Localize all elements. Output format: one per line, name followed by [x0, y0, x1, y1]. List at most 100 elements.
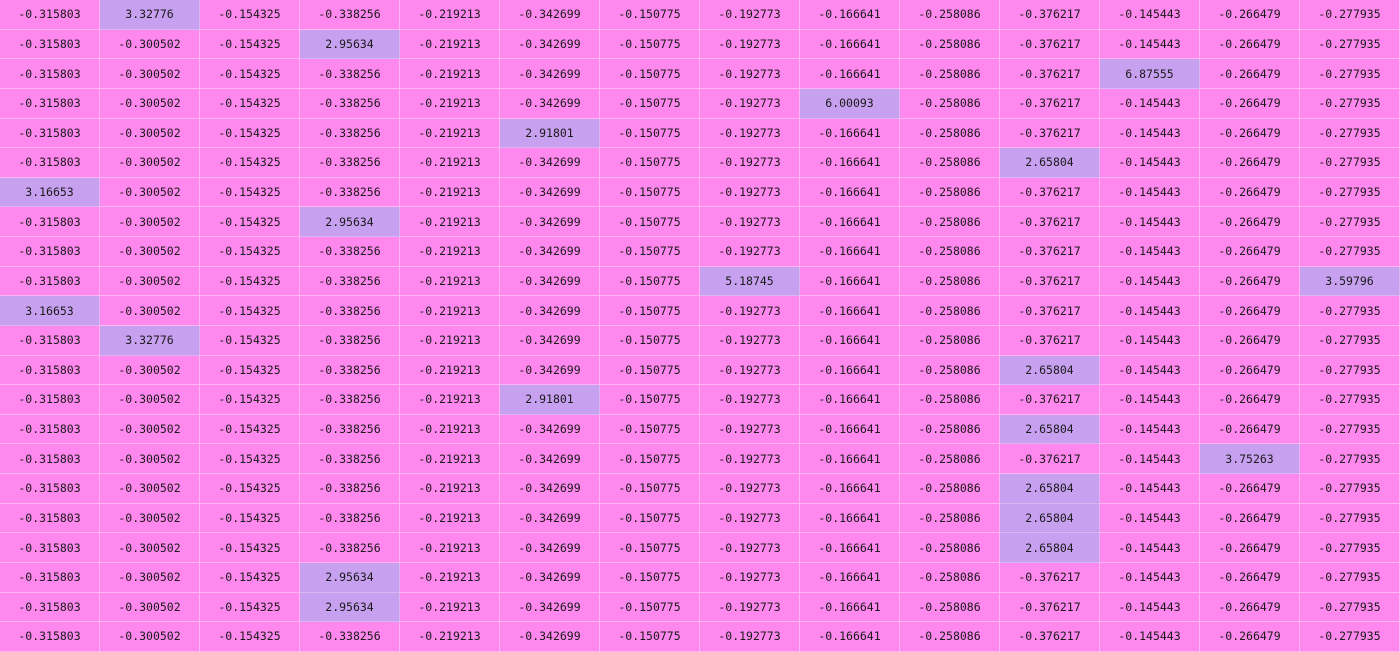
grid-cell[interactable]: -0.338256: [300, 444, 400, 474]
grid-cell[interactable]: -0.266479: [1200, 0, 1300, 30]
grid-cell[interactable]: -0.277935: [1300, 29, 1400, 60]
grid-cell[interactable]: -0.342699: [500, 296, 600, 326]
grid-cell-highlighted[interactable]: 3.75263: [1200, 444, 1300, 474]
grid-cell[interactable]: -0.277935: [1300, 592, 1400, 623]
grid-cell[interactable]: -0.154325: [200, 296, 300, 326]
grid-cell[interactable]: -0.145443: [1100, 207, 1200, 237]
grid-cell[interactable]: -0.258086: [900, 177, 1000, 208]
grid-cell[interactable]: -0.315803: [0, 355, 100, 386]
grid-cell[interactable]: -0.150775: [600, 562, 700, 593]
grid-cell[interactable]: -0.258086: [900, 0, 1000, 30]
grid-cell-highlighted[interactable]: 6.00093: [800, 88, 900, 119]
grid-cell[interactable]: -0.145443: [1100, 385, 1200, 415]
grid-cell[interactable]: -0.258086: [900, 414, 1000, 445]
grid-cell-highlighted[interactable]: 2.91801: [500, 385, 600, 415]
grid-cell[interactable]: -0.150775: [600, 622, 700, 652]
grid-cell[interactable]: -0.277935: [1300, 355, 1400, 386]
grid-cell[interactable]: -0.300502: [100, 177, 200, 208]
grid-cell[interactable]: -0.145443: [1100, 533, 1200, 563]
grid-cell[interactable]: -0.154325: [200, 207, 300, 237]
grid-cell[interactable]: -0.219213: [400, 592, 500, 623]
grid-cell[interactable]: -0.342699: [500, 474, 600, 504]
grid-cell[interactable]: -0.219213: [400, 207, 500, 237]
grid-cell[interactable]: -0.376217: [1000, 325, 1100, 356]
grid-cell[interactable]: -0.154325: [200, 474, 300, 504]
grid-cell[interactable]: -0.166641: [800, 148, 900, 178]
grid-cell[interactable]: -0.338256: [300, 325, 400, 356]
grid-cell[interactable]: -0.300502: [100, 533, 200, 563]
grid-cell[interactable]: -0.277935: [1300, 444, 1400, 474]
grid-cell[interactable]: -0.376217: [1000, 444, 1100, 474]
grid-cell[interactable]: -0.277935: [1300, 562, 1400, 593]
grid-cell[interactable]: -0.219213: [400, 296, 500, 326]
grid-cell[interactable]: -0.315803: [0, 533, 100, 563]
grid-cell[interactable]: -0.342699: [500, 503, 600, 534]
grid-cell[interactable]: -0.219213: [400, 266, 500, 297]
grid-cell[interactable]: -0.145443: [1100, 29, 1200, 60]
grid-cell[interactable]: -0.315803: [0, 118, 100, 149]
grid-cell[interactable]: -0.150775: [600, 88, 700, 119]
grid-cell-highlighted[interactable]: 6.87555: [1100, 59, 1200, 89]
grid-cell[interactable]: -0.219213: [400, 0, 500, 30]
grid-cell[interactable]: -0.219213: [400, 29, 500, 60]
grid-cell[interactable]: -0.192773: [700, 177, 800, 208]
grid-cell[interactable]: -0.266479: [1200, 296, 1300, 326]
grid-cell[interactable]: -0.150775: [600, 474, 700, 504]
grid-cell[interactable]: -0.219213: [400, 325, 500, 356]
grid-cell[interactable]: -0.376217: [1000, 266, 1100, 297]
grid-cell[interactable]: -0.315803: [0, 237, 100, 267]
grid-cell-highlighted[interactable]: 2.95634: [300, 562, 400, 593]
grid-cell[interactable]: -0.258086: [900, 237, 1000, 267]
grid-cell[interactable]: -0.192773: [700, 414, 800, 445]
grid-cell[interactable]: -0.219213: [400, 237, 500, 267]
grid-cell[interactable]: -0.166641: [800, 474, 900, 504]
grid-cell[interactable]: -0.300502: [100, 148, 200, 178]
grid-cell[interactable]: -0.315803: [0, 266, 100, 297]
grid-cell[interactable]: -0.258086: [900, 385, 1000, 415]
grid-cell[interactable]: -0.338256: [300, 414, 400, 445]
grid-cell[interactable]: -0.342699: [500, 266, 600, 297]
grid-cell[interactable]: -0.342699: [500, 444, 600, 474]
grid-cell[interactable]: -0.145443: [1100, 444, 1200, 474]
grid-cell[interactable]: -0.192773: [700, 59, 800, 89]
grid-cell[interactable]: -0.145443: [1100, 414, 1200, 445]
grid-cell[interactable]: -0.150775: [600, 414, 700, 445]
grid-cell[interactable]: -0.315803: [0, 325, 100, 356]
grid-cell[interactable]: -0.315803: [0, 592, 100, 623]
grid-cell[interactable]: -0.154325: [200, 325, 300, 356]
grid-cell[interactable]: -0.145443: [1100, 355, 1200, 386]
grid-cell[interactable]: -0.145443: [1100, 622, 1200, 652]
grid-cell[interactable]: -0.154325: [200, 59, 300, 89]
grid-cell[interactable]: -0.315803: [0, 503, 100, 534]
grid-cell[interactable]: -0.266479: [1200, 533, 1300, 563]
grid-cell[interactable]: -0.192773: [700, 444, 800, 474]
grid-cell[interactable]: -0.277935: [1300, 118, 1400, 149]
grid-cell[interactable]: -0.315803: [0, 59, 100, 89]
grid-cell[interactable]: -0.154325: [200, 562, 300, 593]
grid-cell[interactable]: -0.266479: [1200, 355, 1300, 386]
grid-cell-highlighted[interactable]: 2.95634: [300, 592, 400, 623]
grid-cell[interactable]: -0.277935: [1300, 0, 1400, 30]
grid-cell[interactable]: -0.258086: [900, 88, 1000, 119]
grid-cell[interactable]: -0.258086: [900, 622, 1000, 652]
grid-cell[interactable]: -0.145443: [1100, 118, 1200, 149]
grid-cell[interactable]: -0.192773: [700, 29, 800, 60]
grid-cell[interactable]: -0.300502: [100, 266, 200, 297]
grid-cell[interactable]: -0.277935: [1300, 533, 1400, 563]
grid-cell[interactable]: -0.338256: [300, 474, 400, 504]
grid-cell[interactable]: -0.266479: [1200, 118, 1300, 149]
grid-cell[interactable]: -0.258086: [900, 29, 1000, 60]
grid-cell[interactable]: -0.266479: [1200, 385, 1300, 415]
grid-cell[interactable]: -0.266479: [1200, 266, 1300, 297]
grid-cell[interactable]: -0.338256: [300, 622, 400, 652]
grid-cell[interactable]: -0.154325: [200, 503, 300, 534]
grid-cell[interactable]: -0.192773: [700, 385, 800, 415]
grid-cell[interactable]: -0.258086: [900, 562, 1000, 593]
grid-cell[interactable]: -0.145443: [1100, 266, 1200, 297]
grid-cell[interactable]: -0.154325: [200, 533, 300, 563]
grid-cell[interactable]: -0.300502: [100, 622, 200, 652]
grid-cell[interactable]: -0.192773: [700, 0, 800, 30]
grid-cell[interactable]: -0.258086: [900, 148, 1000, 178]
grid-cell[interactable]: -0.166641: [800, 325, 900, 356]
grid-cell[interactable]: -0.376217: [1000, 177, 1100, 208]
